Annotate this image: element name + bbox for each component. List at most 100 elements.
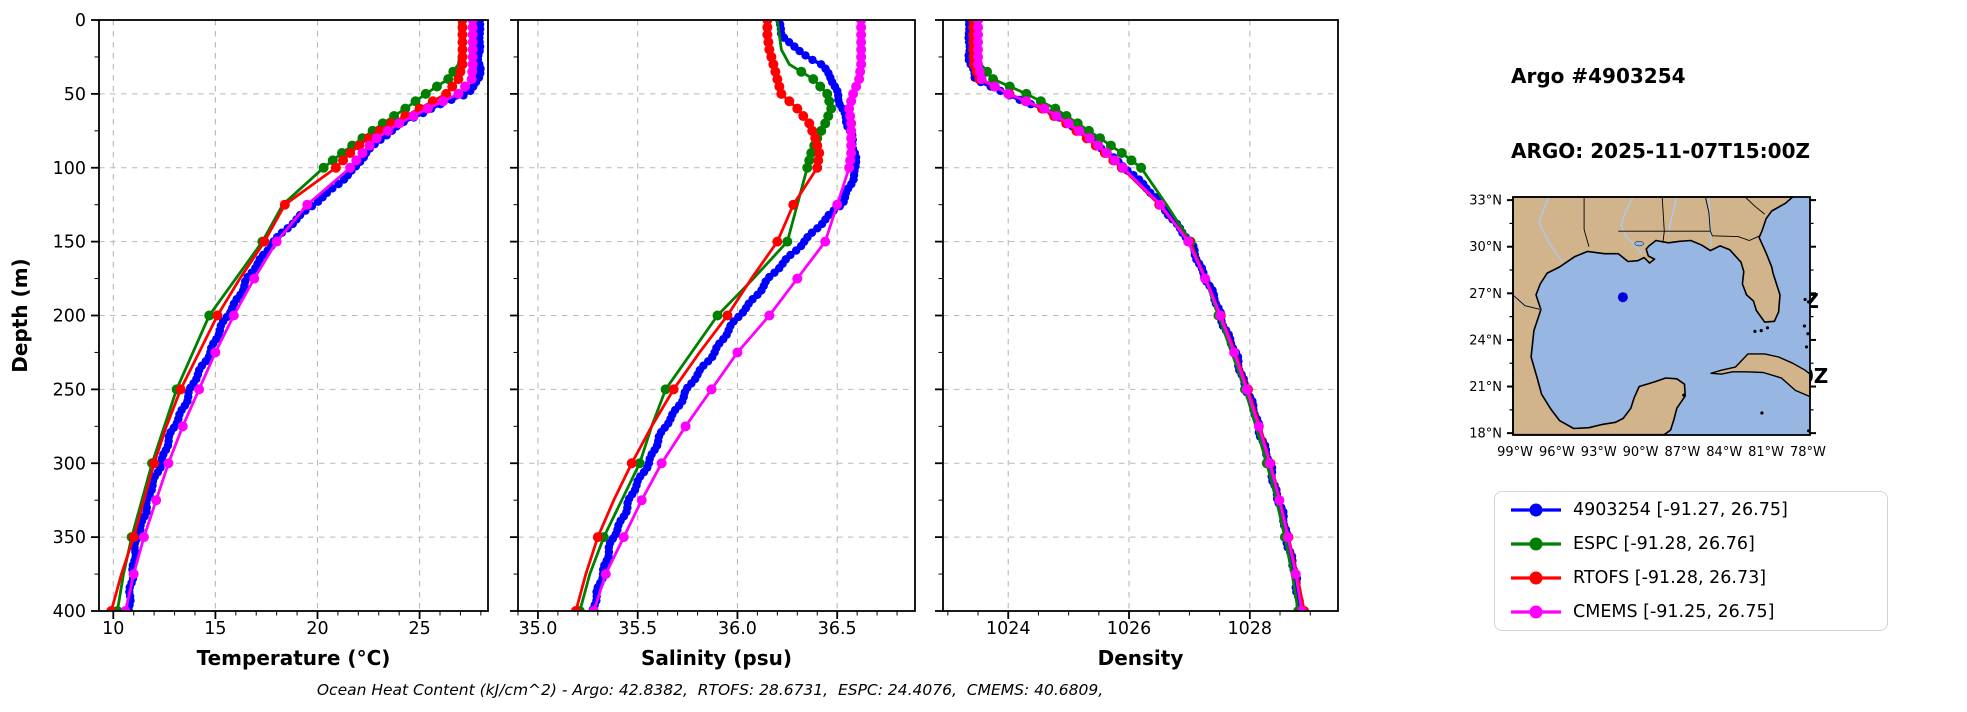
series-rtofs-salinity [570,20,825,611]
cmems-marker [271,236,282,247]
espc-marker [1050,103,1061,114]
legend-box: 4903254 [-91.27, 26.75] ESPC [-91.28, 26.… [1494,491,1888,631]
cmems-marker [832,199,843,210]
border-line [1709,231,1760,241]
rtofs-marker [149,458,160,469]
espc-marker [808,74,819,85]
legend-marker-icon [1511,571,1561,585]
rtofs-marker [784,96,795,107]
cmems-marker [1264,458,1275,469]
cmems-marker [249,273,260,284]
rtofs-marker [106,606,117,611]
argo-marker [808,55,817,65]
mainland-landmass [1512,196,1794,436]
cmems-marker [856,51,867,62]
rtofs-marker [259,236,270,247]
cmems-marker [1117,162,1128,173]
x-tick-label: 36.0 [718,619,757,639]
cmems-marker [163,458,174,469]
cmems-marker [228,310,239,321]
rtofs-marker [363,133,374,144]
border-line [1744,196,1765,215]
espc-marker [816,125,827,136]
cmems-marker [856,29,867,40]
cmems-marker [351,155,362,166]
small-island [1759,329,1763,333]
x-tick-label: 36.5 [818,619,857,639]
cmems-marker [846,133,857,144]
cmems-marker [1183,236,1194,247]
cmems-marker [1215,310,1226,321]
salinity-axis-label: Salinity (psu) [641,646,792,670]
y-tick-label: 250 [53,380,86,400]
temperature-series-area [106,20,485,611]
x-tick-label: 1024 [986,619,1031,639]
cmems-marker [453,88,464,99]
float-location-marker [1617,292,1628,303]
cmems-marker [1155,199,1166,210]
cmems-marker [466,74,477,85]
density-axis-label: Density [1098,646,1184,670]
series-espc-density [977,20,1304,611]
legend-item-label: CMEMS [-91.25, 26.75] [1573,602,1775,622]
cmems-marker [764,310,775,321]
rtofs-marker [668,384,679,395]
rtofs-marker [338,155,349,166]
legend-item-1: ESPC [-91.28, 26.76] [1495,527,1887,561]
legend-marker-icon [1511,605,1561,619]
argo-marker [334,179,343,189]
rtofs-marker [457,22,468,33]
legend-marker-icon [1511,537,1561,551]
rtofs-marker [457,37,468,48]
cmems-marker [844,162,855,173]
lat-tick-label: 33°N [1469,194,1502,209]
cmems-marker [636,495,647,506]
salinity-series-area [570,20,867,611]
cmems-marker [600,569,611,580]
legend-dot [1529,605,1543,619]
espc-marker [982,66,993,77]
border-line [1583,197,1590,247]
cmems-marker [844,103,855,114]
espc-marker [1116,147,1127,158]
small-island [1753,329,1757,333]
density-series-area [964,20,1310,611]
legend-item-label: RTOFS [-91.28, 26.73] [1573,568,1767,588]
espc-marker [336,147,347,158]
argo-marker [791,246,801,255]
cmems-marker [120,606,131,611]
y-tick-label: 0 [75,11,86,31]
espc-marker [796,66,807,77]
lake-pontchartrain [1634,241,1644,247]
cmems-marker [177,421,188,432]
argo-marker [801,51,810,60]
cmems-marker [1200,273,1211,284]
x-tick-label: 35.0 [518,619,557,639]
map-frame [1512,196,1811,436]
cmems-marker [706,384,717,395]
series-cmems-temperature [120,20,478,611]
cmems-marker [1290,569,1301,580]
lat-tick-label: 18°N [1469,427,1502,442]
lon-tick-label: 84°W [1706,445,1742,460]
cmems-marker [656,458,667,469]
espc-marker [400,103,411,114]
cmems-marker [1063,118,1074,129]
cmems-marker [618,532,629,543]
cmems-marker [1021,96,1032,107]
small-island [1804,345,1809,349]
temperature-axis-label: Temperature (°C) [197,646,391,670]
argo-marker [313,197,323,206]
cmems-marker [371,133,382,144]
cmems-marker [792,273,803,284]
espc-marker [204,310,215,321]
cmems-marker [467,51,478,62]
cmems-marker [1109,155,1120,166]
x-tick-label: 10 [102,619,124,639]
cmems-marker [846,125,857,136]
lon-tick-label: 99°W [1497,445,1533,460]
y-tick-label: 50 [64,85,86,105]
espc-marker [1136,162,1147,173]
rtofs-marker [763,37,774,48]
